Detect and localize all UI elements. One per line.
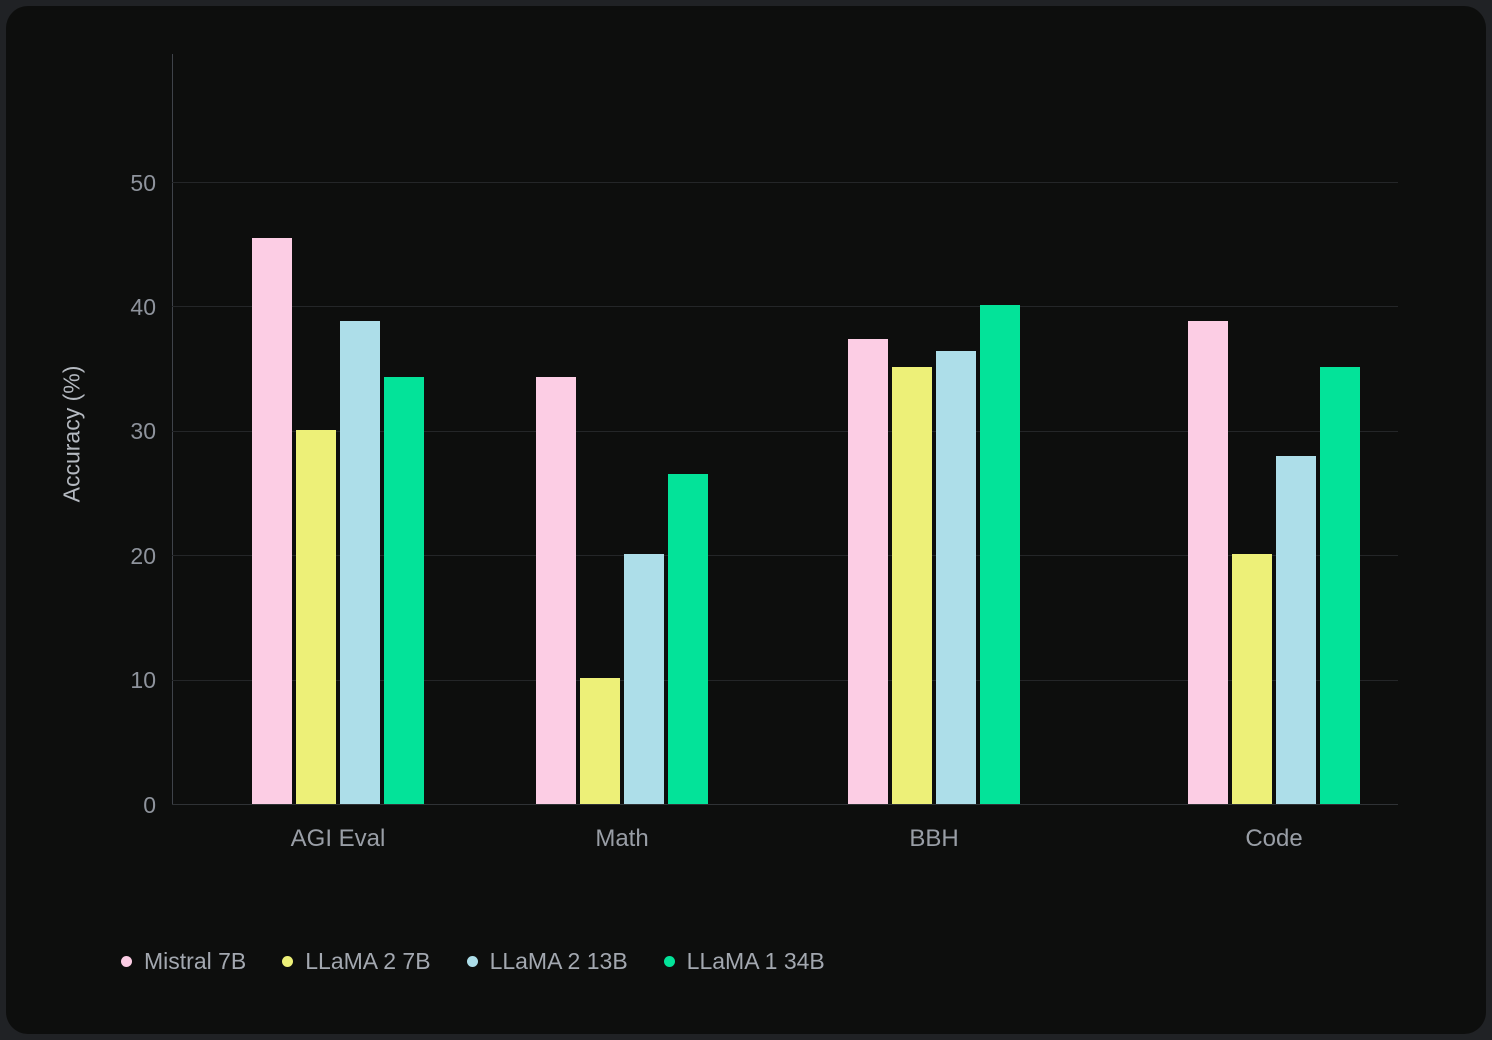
category-label-math: Math <box>595 825 649 852</box>
bar-mistral-7b-code[interactable] <box>1188 321 1228 804</box>
x-axis-baseline <box>172 804 1398 805</box>
bar-group-math <box>536 377 708 804</box>
bar-group-code <box>1188 321 1360 804</box>
legend-dot-llama-1-34b <box>663 956 675 967</box>
legend: Mistral 7B LLaMA 2 7B LLaMA 2 13B LLaMA 1 3… <box>121 948 825 975</box>
bar-llama-2-7b-code[interactable] <box>1232 553 1272 804</box>
category-label-code: Code <box>1245 825 1303 852</box>
bar-mistral-7b-math[interactable] <box>536 377 576 804</box>
bar-llama-1-34b-agi-eval[interactable] <box>384 377 424 804</box>
bar-llama-2-13b-agi-eval[interactable] <box>340 321 380 804</box>
chart-card: Accuracy (%) 0 10 20 30 40 50 AGI Eval Math BBH… <box>6 6 1486 1034</box>
bar-mistral-7b-bbh[interactable] <box>848 338 888 804</box>
legend-label-llama-2-13b: LLaMA 2 13B <box>489 948 628 974</box>
y-tick-label-40: 40 <box>130 293 156 320</box>
y-tick-label-0: 0 <box>143 791 156 818</box>
y-tick-label-50: 50 <box>130 169 156 196</box>
legend-label-mistral-7b: Mistral 7B <box>144 948 247 974</box>
bar-llama-2-13b-bbh[interactable] <box>936 351 976 804</box>
bar-llama-2-7b-bbh[interactable] <box>892 367 932 804</box>
y-axis-line <box>172 54 173 805</box>
chart-plot-area: 0 10 20 30 40 50 AGI Eval Math BBH Code <box>130 54 1398 852</box>
bar-llama-2-7b-math[interactable] <box>580 678 620 804</box>
bar-llama-2-13b-math[interactable] <box>624 553 664 804</box>
y-axis-title: Accuracy (%) <box>58 365 85 503</box>
legend-label-llama-2-7b: LLaMA 2 7B <box>305 948 431 974</box>
gridline-40 <box>172 306 1398 308</box>
legend-item-mistral-7b[interactable]: Mistral 7B <box>121 948 246 975</box>
gridline-50 <box>172 182 1398 183</box>
bar-group-agi-eval <box>252 237 424 804</box>
bar-llama-1-34b-bbh[interactable] <box>980 305 1020 804</box>
bar-llama-2-13b-code[interactable] <box>1276 455 1316 804</box>
legend-dot-llama-2-13b <box>466 956 478 967</box>
y-tick-label-10: 10 <box>130 667 156 694</box>
bar-group-bbh <box>848 305 1020 804</box>
legend-item-llama-1-34b[interactable]: LLaMA 1 34B <box>663 948 825 975</box>
legend-label-llama-1-34b: LLaMA 1 34B <box>686 948 825 974</box>
legend-dot-llama-2-7b <box>282 956 294 967</box>
bar-mistral-7b-agi-eval[interactable] <box>252 237 292 804</box>
gridline-20 <box>172 555 1398 557</box>
gridline-10 <box>172 679 1398 681</box>
legend-item-llama-2-7b[interactable]: LLaMA 2 7B <box>282 948 431 975</box>
gridline-30 <box>172 430 1398 432</box>
y-tick-label-20: 20 <box>130 542 156 569</box>
category-label-bbh: BBH <box>909 825 959 852</box>
category-label-agi-eval: AGI Eval <box>290 825 386 852</box>
bar-llama-1-34b-code[interactable] <box>1320 367 1360 804</box>
legend-dot-mistral-7b <box>121 956 132 967</box>
legend-item-llama-2-13b[interactable]: LLaMA 2 13B <box>466 948 628 975</box>
bar-llama-2-7b-agi-eval[interactable] <box>296 429 336 804</box>
bar-llama-1-34b-math[interactable] <box>668 474 708 804</box>
y-tick-label-30: 30 <box>130 418 156 445</box>
